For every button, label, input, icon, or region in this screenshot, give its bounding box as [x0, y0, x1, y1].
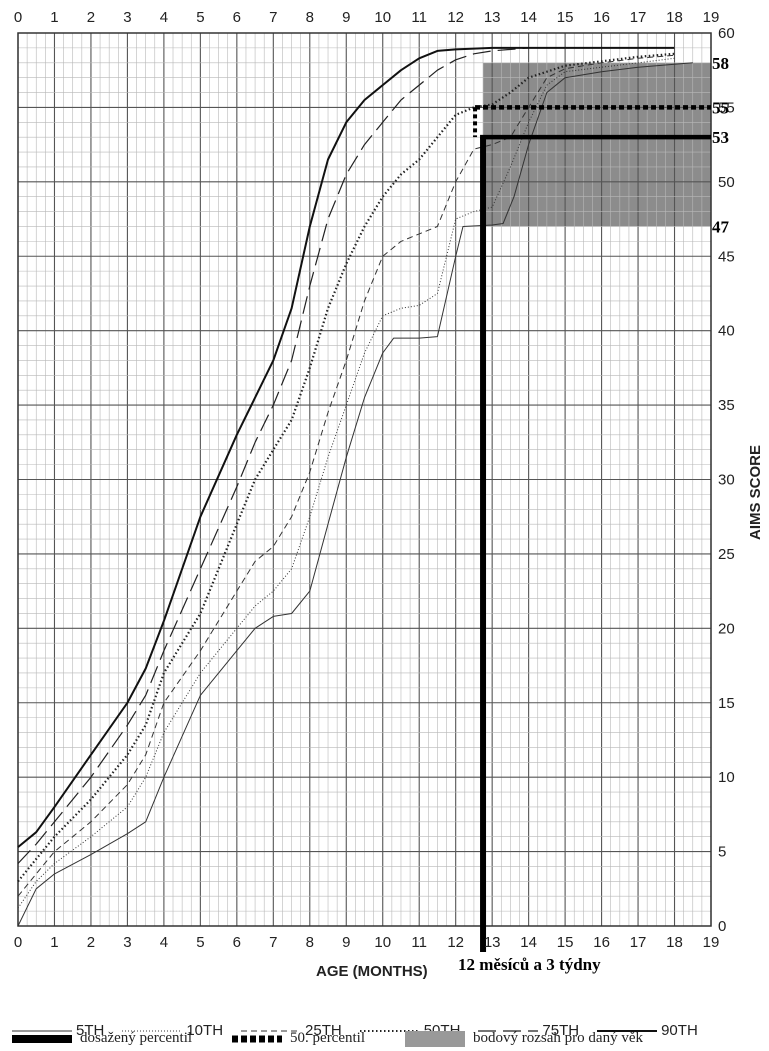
- series-line-75th: [17, 47, 675, 864]
- x-tick-label-top: 5: [196, 9, 204, 26]
- x-tick-label-bottom: 0: [14, 934, 22, 951]
- x-tick-label-top: 9: [342, 9, 350, 26]
- x-tick-label-top: 1: [50, 9, 58, 26]
- x-tick-label-top: 16: [593, 9, 610, 26]
- x-tick-label-bottom: 10: [374, 934, 391, 951]
- x-tick-label-bottom: 2: [87, 934, 95, 951]
- legend-item-75th: 75TH: [478, 1022, 579, 1039]
- legend-item-score-range: bodový rozsah pro daný věk: [405, 1030, 643, 1047]
- x-tick-label-bottom: 8: [306, 934, 314, 951]
- x-tick-label-bottom: 12: [447, 934, 464, 951]
- x-tick-label-bottom: 19: [703, 934, 720, 951]
- x-tick-label-top: 10: [374, 9, 391, 26]
- x-tick-label-top: 13: [484, 9, 501, 26]
- x-tick-label-bottom: 9: [342, 934, 350, 951]
- y-tick-label: 40: [718, 323, 735, 340]
- x-tick-label-top: 2: [87, 9, 95, 26]
- plot-frame: [17, 32, 712, 927]
- legend-item-90th: 90TH: [597, 1022, 698, 1039]
- x-tick-label-bottom: 5: [196, 934, 204, 951]
- legend-item-achieved: dosažený percentil: [12, 1030, 192, 1047]
- x-tick-label-top: 0: [14, 9, 22, 26]
- range-low-label: 47: [712, 217, 730, 236]
- legend-label: 90TH: [661, 1022, 698, 1039]
- x-tick-label-bottom: 4: [160, 934, 168, 951]
- x-tick-label-top: 19: [703, 9, 720, 26]
- y-tick-label: 35: [718, 397, 735, 414]
- legend-item-percentile-50: 50. percentil: [232, 1030, 365, 1047]
- x-tick-label-top: 3: [123, 9, 131, 26]
- achieved-score-label: 53: [712, 128, 729, 147]
- y-tick-label: 0: [718, 918, 726, 935]
- x-tick-label-top: 17: [630, 9, 647, 26]
- legend-line-percentile-50: [232, 1035, 283, 1042]
- x-tick-label-bottom: 13: [484, 934, 501, 951]
- x-tick-label-top: 8: [306, 9, 314, 26]
- series-line-25th: [17, 54, 675, 897]
- legend-label: 50. percentil: [290, 1030, 366, 1046]
- legend-line-10th: [122, 1030, 183, 1031]
- x-tick-label-top: 4: [160, 9, 168, 26]
- aims-chart: 0011223344556677889910101111121213131414…: [14, 9, 764, 980]
- series-line-10th: [17, 57, 675, 909]
- chart-grid: [17, 32, 712, 927]
- legend-label: dosažený percentil: [80, 1030, 193, 1046]
- x-tick-label-bottom: 16: [593, 934, 610, 951]
- x-tick-label-bottom: 18: [666, 934, 683, 951]
- x-tick-label-top: 15: [557, 9, 574, 26]
- y-tick-label: 25: [718, 546, 735, 563]
- x-tick-label-top: 7: [269, 9, 277, 26]
- y-tick-label: 5: [718, 844, 726, 861]
- percentile-curves: [17, 46, 693, 927]
- y-tick-label: 30: [718, 472, 735, 489]
- x-tick-label-top: 11: [411, 9, 427, 26]
- x-tick-label-top: 6: [233, 9, 241, 26]
- score-range-shade: [483, 62, 711, 227]
- legend-label: 10TH: [186, 1022, 224, 1039]
- y-axis-title: AIMS SCORE: [747, 445, 764, 540]
- y-tick-label: 20: [718, 620, 735, 637]
- x-tick-label-top: 12: [447, 9, 464, 26]
- legend-item-5th: 5TH: [12, 1022, 104, 1039]
- annotation-lines: [473, 105, 711, 952]
- y-tick-label: 15: [718, 695, 735, 712]
- legend-label: 25TH: [305, 1022, 342, 1039]
- legend-line-90th: [597, 1029, 658, 1032]
- age-annotation-label: 12 měsíců a 3 týdny: [458, 955, 601, 974]
- legend-swatch-score-range: [405, 1030, 466, 1047]
- legend-item-25th: 25TH: [241, 1022, 342, 1039]
- x-axis-title: AGE (MONTHS): [316, 963, 428, 980]
- x-tick-label-bottom: 6: [233, 934, 241, 951]
- y-tick-label: 50: [718, 174, 735, 191]
- legend-label: bodový rozsah pro daný věk: [473, 1030, 643, 1046]
- legend-line-75th: [478, 1029, 539, 1032]
- legend-label: 5TH: [76, 1022, 105, 1039]
- legend-item-10th: 10TH: [122, 1022, 223, 1039]
- y-tick-label: 45: [718, 248, 735, 265]
- legend-line-achieved: [12, 1034, 72, 1043]
- x-tick-label-bottom: 3: [123, 934, 131, 951]
- x-tick-label-bottom: 11: [411, 934, 427, 951]
- series-line-5th: [17, 62, 693, 927]
- range-high-label: 58: [712, 54, 729, 73]
- x-tick-label-bottom: 17: [630, 934, 647, 951]
- legend-label: 75TH: [542, 1022, 580, 1039]
- x-tick-label-bottom: 1: [50, 934, 58, 951]
- x-tick-label-bottom: 15: [557, 934, 574, 951]
- x-tick-label-bottom: 14: [520, 934, 537, 951]
- legend-line-5th: [12, 1030, 72, 1031]
- tick-labels: 0011223344556677889910101111121213131414…: [14, 9, 735, 951]
- legend-line-25th: [241, 1030, 302, 1031]
- y-tick-label: 55: [718, 99, 735, 116]
- y-tick-label: 60: [718, 25, 735, 42]
- y-tick-label: 10: [718, 769, 735, 786]
- x-tick-label-bottom: 7: [269, 934, 277, 951]
- series-line-90th: [17, 46, 675, 848]
- percentile-50-score-label: 55: [712, 98, 729, 117]
- legend-row-annotations: dosažený percentil 50. percentil bodový ro…: [12, 1030, 762, 1047]
- score-range-rect: [483, 62, 711, 227]
- x-tick-label-top: 18: [666, 9, 683, 26]
- x-tick-label-top: 14: [520, 9, 537, 26]
